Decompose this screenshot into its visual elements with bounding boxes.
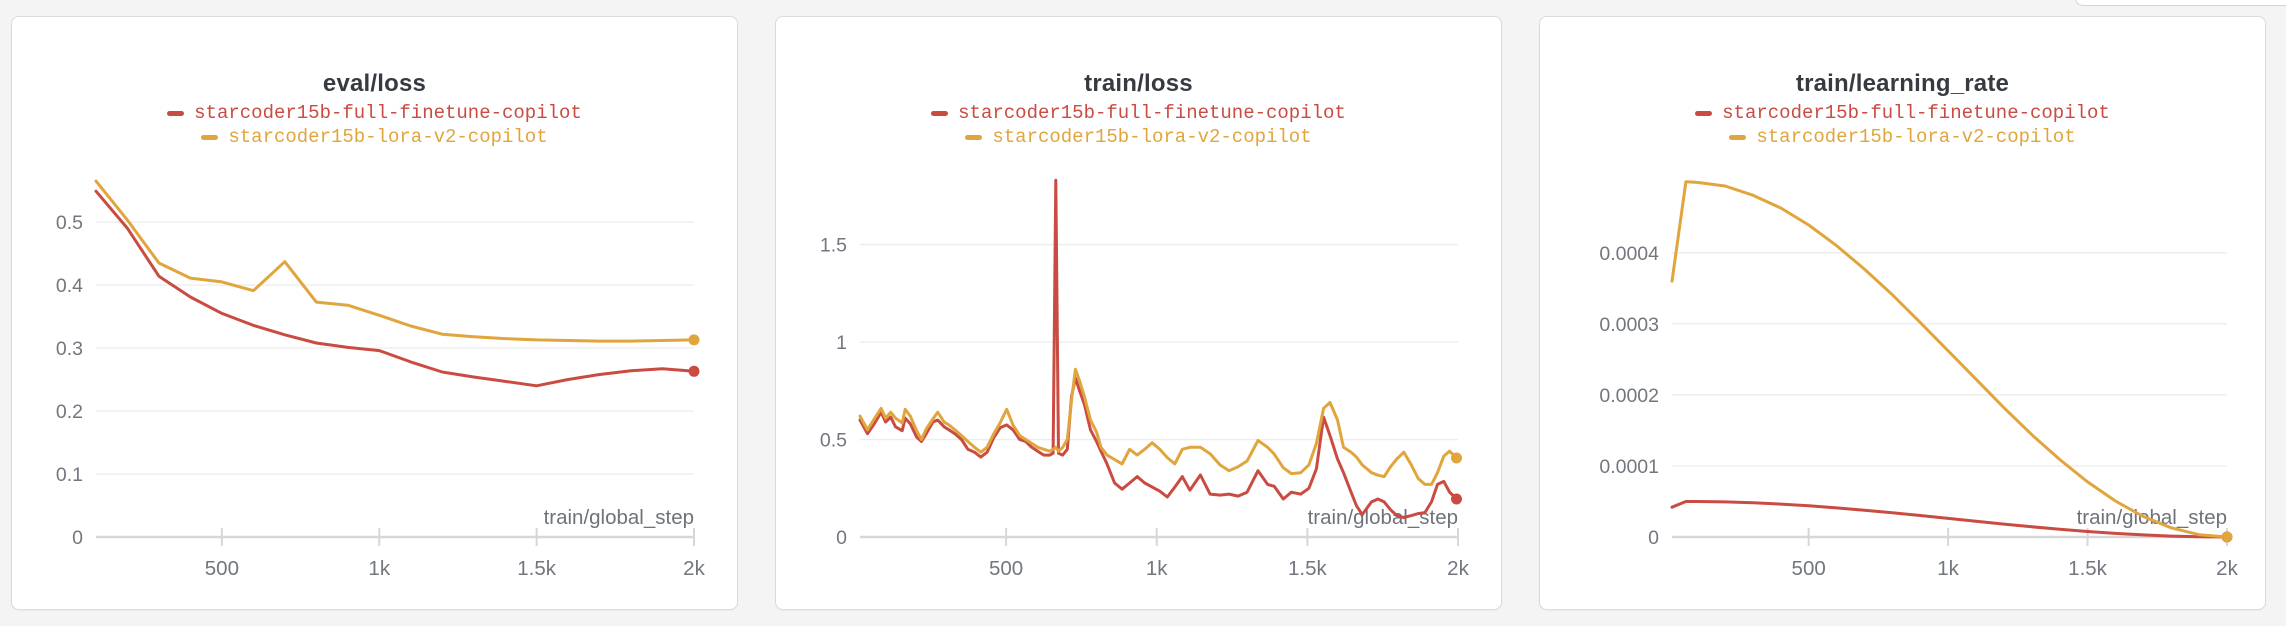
y-tick-label: 0: [836, 527, 847, 549]
series-line-1[interactable]: [1670, 180, 2229, 539]
y-tick-label: 0: [1648, 527, 1659, 549]
chart-legend: starcoder15b-full-finetune-copilot starc…: [776, 101, 1501, 149]
y-tick-label: 1.5: [820, 235, 847, 257]
chart-panel-train-loss[interactable]: train/loss starcoder15b-full-finetune-co…: [775, 16, 1502, 610]
legend-run-name: starcoder15b-lora-v2-copilot: [1756, 126, 2076, 148]
legend-dash-icon: [965, 134, 983, 140]
y-tick-label: 0.0001: [1599, 456, 1659, 478]
charts-row: eval/loss starcoder15b-full-finetune-cop…: [11, 16, 2266, 610]
series-line-0[interactable]: [1670, 500, 2229, 539]
legend-item-run2[interactable]: starcoder15b-lora-v2-copilot: [201, 125, 548, 149]
chart-plot-area[interactable]: 0 0.0001 0.0002 0.0003 0.0004 500 1k 1.5k 2k trai…: [1540, 149, 2267, 613]
legend-dash-icon: [167, 110, 185, 116]
y-tick-label: 0.5: [56, 212, 83, 234]
chart-panel-eval-loss[interactable]: eval/loss starcoder15b-full-finetune-cop…: [11, 16, 738, 610]
train-loss-chart-svg: 0 0.5 1 1.5 500 1k 1.5k 2k train/global_step: [820, 178, 1470, 580]
x-tick-label: 2k: [2216, 557, 2238, 580]
series-line-0[interactable]: [94, 189, 696, 388]
x-tick-label: 1k: [1937, 557, 1959, 580]
cutoff-panel-above: [2075, 0, 2286, 6]
chart-legend: starcoder15b-full-finetune-copilot starc…: [12, 101, 737, 149]
legend-dash-icon: [201, 134, 219, 140]
x-tick-label: 1k: [368, 557, 390, 580]
legend-run-name: starcoder15b-full-finetune-copilot: [958, 102, 1346, 124]
chart-plot-area[interactable]: 0 0.5 1 1.5 500 1k 1.5k 2k train/global_step: [776, 149, 1503, 613]
y-tick-label: 0.4: [56, 275, 83, 297]
y-tick-label: 0.3: [56, 338, 83, 360]
eval-loss-chart-svg: 0 0.1 0.2 0.3 0.4 0.5 500 1k 1.5k 2k train/global_…: [56, 179, 706, 580]
legend-dash-icon: [931, 110, 949, 116]
series-end-dot-0: [688, 365, 700, 377]
legend-item-run1[interactable]: starcoder15b-full-finetune-copilot: [931, 101, 1346, 125]
x-tick-label: 1.5k: [517, 557, 556, 580]
y-tick-label: 1: [836, 332, 847, 354]
x-tick-label: 2k: [683, 557, 705, 580]
legend-run-name: starcoder15b-full-finetune-copilot: [194, 102, 582, 124]
series-end-dot-1: [1451, 452, 1462, 464]
y-tick-label: 0: [72, 527, 83, 549]
chart-plot-area[interactable]: 0 0.1 0.2 0.3 0.4 0.5 500 1k 1.5k 2k train/global_…: [12, 149, 739, 613]
y-tick-label: 0.0002: [1599, 385, 1659, 407]
legend-item-run2[interactable]: starcoder15b-lora-v2-copilot: [965, 125, 1312, 149]
train-learning-rate-chart-svg: 0 0.0001 0.0002 0.0003 0.0004 500 1k 1.5k 2k trai…: [1599, 180, 2239, 580]
chart-panel-train-learning-rate[interactable]: train/learning_rate starcoder15b-full-fi…: [1539, 16, 2266, 610]
chart-title: train/learning_rate: [1795, 70, 2010, 97]
series-line-0[interactable]: [858, 178, 1458, 519]
x-tick-label: 1.5k: [1288, 557, 1327, 580]
x-axis-title: train/global_step: [2077, 506, 2227, 529]
x-tick-label: 500: [205, 557, 239, 580]
series-end-dot-1: [2221, 531, 2233, 543]
x-tick-label: 500: [1792, 557, 1826, 580]
x-tick-label: 1.5k: [2068, 557, 2107, 580]
x-axis-title: train/global_step: [544, 506, 694, 529]
chart-legend: starcoder15b-full-finetune-copilot starc…: [1540, 101, 2265, 149]
legend-item-run1[interactable]: starcoder15b-full-finetune-copilot: [1695, 101, 2110, 125]
series-line-1[interactable]: [858, 367, 1458, 486]
y-tick-label: 0.0004: [1599, 243, 1659, 265]
legend-run-name: starcoder15b-lora-v2-copilot: [228, 126, 548, 148]
legend-item-run1[interactable]: starcoder15b-full-finetune-copilot: [167, 101, 582, 125]
x-tick-label: 500: [989, 557, 1023, 580]
y-tick-label: 0.1: [56, 464, 83, 486]
series-line-1[interactable]: [94, 179, 696, 343]
y-tick-label: 0.0003: [1599, 314, 1659, 336]
chart-title: eval/loss: [322, 70, 427, 97]
x-tick-label: 2k: [1447, 557, 1469, 580]
y-tick-label: 0.2: [56, 401, 83, 423]
legend-dash-icon: [1695, 110, 1713, 116]
x-axis-title: train/global_step: [1308, 506, 1458, 529]
legend-dash-icon: [1729, 134, 1747, 140]
series-end-dot-0: [1451, 493, 1462, 505]
legend-item-run2[interactable]: starcoder15b-lora-v2-copilot: [1729, 125, 2076, 149]
x-tick-label: 1k: [1146, 557, 1168, 580]
chart-title: train/loss: [1084, 70, 1193, 97]
y-tick-label: 0.5: [820, 430, 847, 452]
legend-run-name: starcoder15b-lora-v2-copilot: [992, 126, 1312, 148]
series-end-dot-1: [688, 334, 700, 346]
legend-run-name: starcoder15b-full-finetune-copilot: [1722, 102, 2110, 124]
